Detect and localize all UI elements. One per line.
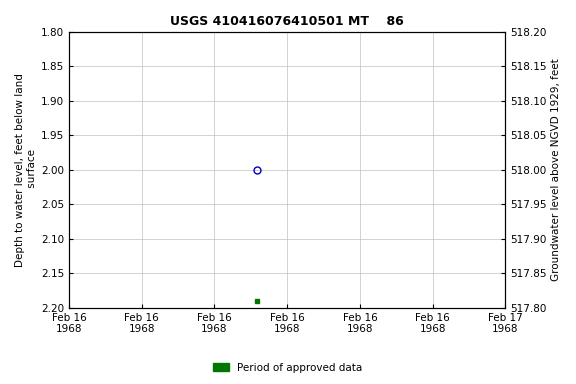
- Y-axis label: Groundwater level above NGVD 1929, feet: Groundwater level above NGVD 1929, feet: [551, 59, 561, 281]
- Legend: Period of approved data: Period of approved data: [209, 359, 367, 377]
- Title: USGS 410416076410501 MT    86: USGS 410416076410501 MT 86: [170, 15, 404, 28]
- Y-axis label: Depth to water level, feet below land
 surface: Depth to water level, feet below land su…: [15, 73, 37, 267]
